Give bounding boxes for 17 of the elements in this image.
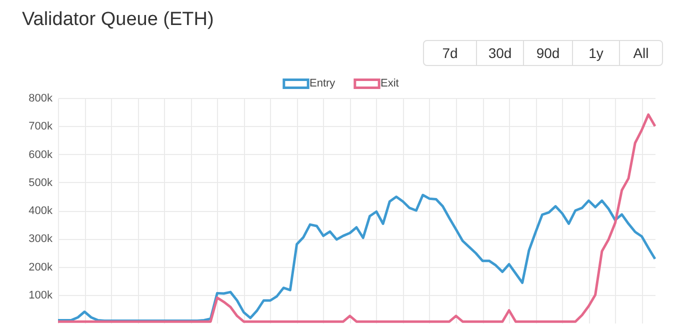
line-series	[56, 113, 656, 323]
text: 90d	[523, 41, 572, 65]
chart-title: Validator Queue (ETH)	[22, 9, 214, 31]
text: 30d	[476, 41, 523, 65]
text: All	[619, 41, 662, 65]
y-tick-label: 100k	[28, 289, 53, 302]
y-tick-label: 400k	[28, 205, 53, 217]
y-tick-label: 500k	[28, 176, 53, 189]
legend-label: Entry	[310, 78, 336, 90]
y-tick-label: 600k	[28, 148, 53, 161]
text: 7d	[441, 44, 459, 63]
legend-label: Exit	[380, 78, 399, 90]
y-tick-label: 300k	[28, 233, 53, 246]
y-tick-label: 200k	[28, 261, 53, 274]
y-tick-label: 800k	[28, 92, 53, 104]
text: 1y	[572, 41, 619, 65]
y-tick-label: 700k	[28, 120, 53, 133]
